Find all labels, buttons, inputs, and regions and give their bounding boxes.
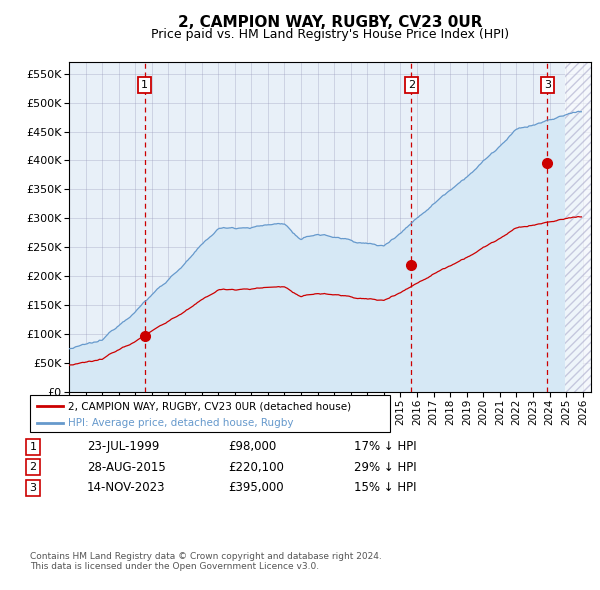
Text: 14-NOV-2023: 14-NOV-2023	[87, 481, 166, 494]
Text: 2: 2	[408, 80, 415, 90]
Text: HPI: Average price, detached house, Rugby: HPI: Average price, detached house, Rugb…	[68, 418, 293, 428]
Text: £98,000: £98,000	[228, 440, 276, 453]
Text: 2, CAMPION WAY, RUGBY, CV23 0UR (detached house): 2, CAMPION WAY, RUGBY, CV23 0UR (detache…	[68, 401, 351, 411]
Text: 17% ↓ HPI: 17% ↓ HPI	[354, 440, 416, 453]
Text: 15% ↓ HPI: 15% ↓ HPI	[354, 481, 416, 494]
Text: 1: 1	[29, 442, 37, 451]
Text: Price paid vs. HM Land Registry's House Price Index (HPI): Price paid vs. HM Land Registry's House …	[151, 28, 509, 41]
Text: 1: 1	[141, 80, 148, 90]
Text: 3: 3	[29, 483, 37, 493]
Text: £220,100: £220,100	[228, 461, 284, 474]
Text: Contains HM Land Registry data © Crown copyright and database right 2024.
This d: Contains HM Land Registry data © Crown c…	[30, 552, 382, 571]
Text: 2, CAMPION WAY, RUGBY, CV23 0UR: 2, CAMPION WAY, RUGBY, CV23 0UR	[178, 15, 482, 30]
Text: 2: 2	[29, 463, 37, 472]
Text: 28-AUG-2015: 28-AUG-2015	[87, 461, 166, 474]
Text: 23-JUL-1999: 23-JUL-1999	[87, 440, 160, 453]
Text: 3: 3	[544, 80, 551, 90]
Text: £395,000: £395,000	[228, 481, 284, 494]
Text: 29% ↓ HPI: 29% ↓ HPI	[354, 461, 416, 474]
